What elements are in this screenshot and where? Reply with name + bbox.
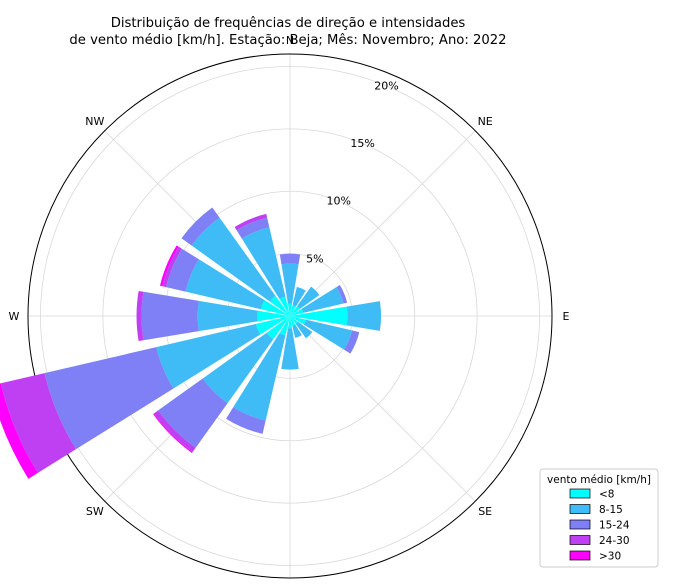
radial-tick-label-15: 15% [350, 137, 374, 150]
legend-label-2: 15-24 [599, 520, 630, 532]
bar-S-<8 [287, 316, 293, 329]
bar-W-<8 [257, 310, 290, 322]
bar-W-15-24 [141, 291, 199, 341]
bar-NNW-8-15 [241, 227, 286, 300]
bar-ESE-<8 [290, 316, 306, 325]
bar-ENE-<8 [290, 308, 304, 316]
legend-label-0: <8 [599, 489, 614, 501]
bar-N-15-24 [279, 253, 301, 265]
legend-label-4: >30 [599, 551, 621, 563]
bar-SW-8-15 [202, 332, 274, 404]
bar-SSW-8-15 [233, 332, 286, 421]
radial-tick-label-20: 20% [374, 79, 398, 92]
bar-WNW-8-15 [185, 259, 265, 310]
bar-NNW-15-24 [236, 217, 270, 239]
legend-swatch-1 [569, 504, 591, 514]
bar-NNE-8-15 [292, 286, 306, 307]
bar-W-8-15 [197, 300, 258, 332]
bar-NNW-<8 [279, 296, 290, 316]
bar-SSE-8-15 [292, 324, 302, 338]
legend-frame [539, 468, 659, 568]
bar-WNW-15-24 [166, 248, 199, 292]
bar-SE-<8 [290, 316, 299, 325]
bar-S-8-15 [281, 328, 299, 370]
bar-WSW->30 [0, 383, 38, 479]
bar-ESE-8-15 [303, 319, 352, 350]
bar-SW-15-24 [158, 378, 228, 448]
bar-WSW-24-30 [0, 373, 77, 473]
bar-E-8-15 [346, 301, 382, 331]
bar-ESE-15-24 [344, 330, 360, 354]
outer-circle [27, 53, 553, 579]
legend: vento médio [km/h] <8 8-15 15-24 24-30 >30 [539, 468, 659, 568]
bar-E-<8 [290, 306, 348, 326]
bar-NW-8-15 [191, 217, 276, 302]
bar-SE-8-15 [295, 321, 313, 339]
bar-NE-8-15 [297, 286, 320, 309]
bar-ENE-15-24 [336, 285, 348, 304]
compass-label-SW: SW [86, 505, 104, 518]
grid-spoke [289, 130, 476, 317]
bar-WSW-8-15 [156, 323, 261, 389]
bar-WSW-15-24 [44, 347, 174, 450]
radial-tick-label-5: 5% [306, 252, 323, 265]
windrose-bars [0, 207, 382, 479]
bar-NNE-<8 [290, 305, 296, 316]
compass-label-S: S [287, 586, 294, 588]
legend-swatch-4 [569, 550, 591, 561]
bar-WNW-<8 [260, 300, 290, 316]
legend-title: vento médio [km/h] [547, 474, 651, 486]
compass-label-N: N [286, 34, 294, 47]
compass-label-W: W [9, 310, 20, 323]
legend-swatch-0 [569, 488, 591, 499]
compass-label-NE: NE [478, 115, 493, 128]
bar-ENE-8-15 [301, 286, 344, 313]
bar-SW-24-30 [154, 410, 196, 452]
bar-NW-15-24 [181, 207, 220, 246]
chart-title-line2: de vento médio [km/h]. Estação: Beja; Mê… [69, 32, 506, 48]
bar-N-<8 [287, 303, 293, 316]
legend-label-3: 24-30 [599, 535, 630, 547]
compass-label-E: E [563, 310, 570, 323]
bar-NE-<8 [290, 305, 301, 316]
bar-SSW-15-24 [226, 407, 266, 434]
legend-swatch-2 [569, 519, 591, 530]
radial-tick-label-10: 10% [327, 195, 351, 208]
bar-SSW-<8 [279, 316, 290, 336]
grid-spoke [289, 315, 476, 502]
chart-title-line1: Distribuição de frequências de direção e… [111, 15, 466, 31]
bar-NNW-24-30 [234, 213, 268, 231]
bar-WSW-<8 [255, 316, 290, 335]
bar-N-8-15 [281, 263, 299, 304]
bar-NW-<8 [269, 295, 290, 316]
bar-WNW-24-30 [162, 246, 182, 288]
legend-label-1: 8-15 [599, 504, 623, 516]
bar-SW-<8 [266, 316, 290, 340]
compass-label-SE: SE [478, 505, 492, 518]
bar-WNW->30 [159, 245, 179, 287]
legend-swatch-3 [569, 535, 591, 545]
compass-label-NW: NW [85, 115, 104, 128]
bar-W-24-30 [136, 290, 144, 342]
bar-SSE-<8 [290, 316, 296, 326]
axis-labels: N NE E SE S SW W NW 5% 10% 15% 20% [9, 34, 570, 588]
